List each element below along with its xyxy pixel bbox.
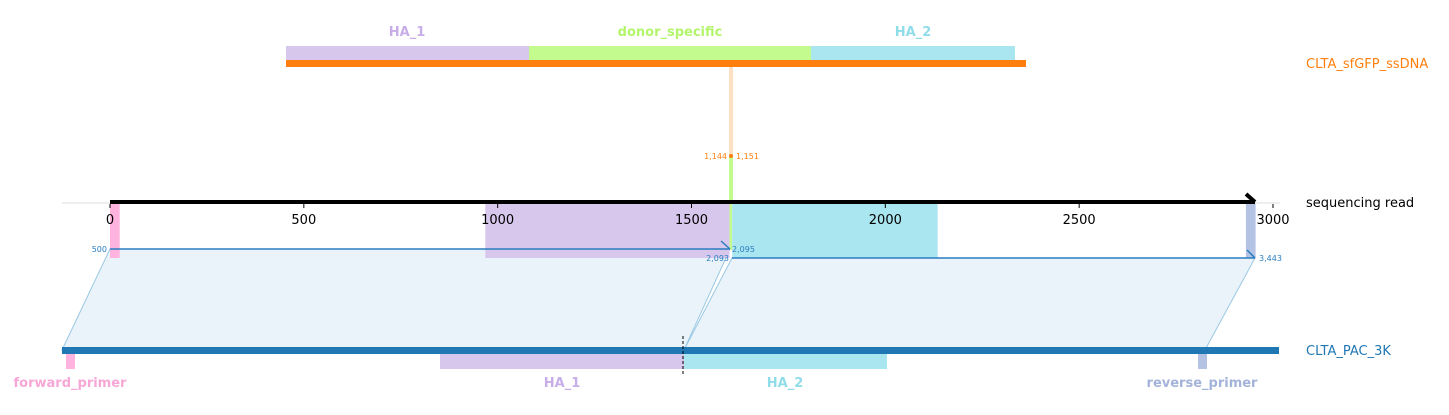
axis-tick-label: 3000 <box>1256 213 1289 228</box>
ssdna-track-label: CLTA_sfGFP_ssDNA <box>1306 57 1428 72</box>
read-arrowhead <box>1244 192 1257 204</box>
alignment-region-2 <box>683 257 1256 351</box>
axis-tick-label: 2000 <box>869 213 902 228</box>
pac-feature-label-ha2: HA_2 <box>767 376 804 391</box>
read-feature-donor-specific <box>729 204 733 250</box>
axis-tick-label: 0 <box>106 213 114 228</box>
insertion-connector <box>729 67 733 156</box>
alignment-1-right-label: 2,095 <box>732 245 755 254</box>
insertion-dot <box>729 154 733 158</box>
pac-track-label: CLTA_PAC_3K <box>1306 344 1391 359</box>
pac-feature-label-forward-primer: forward_primer <box>14 376 128 391</box>
alignment-1-left-label: 500 <box>92 245 107 254</box>
pac-feature-ha1 <box>440 352 684 369</box>
ssdna-backbone <box>286 60 1026 67</box>
read-feature-reverse-primer <box>1245 204 1256 258</box>
ssdna-feature-label-donor-specific: donor_specific <box>618 25 723 40</box>
axis-tick-label: 1000 <box>481 213 514 228</box>
read-track-label: sequencing read <box>1306 196 1414 211</box>
alignment-arrowhead-2 <box>1246 249 1256 259</box>
axis-tick-label: 2500 <box>1063 213 1096 228</box>
alignment-region-1 <box>61 248 731 351</box>
ssdna-track: HA_1 donor_specific HA_2 CLTA_sfGFP_ssDN… <box>286 25 1428 72</box>
alignment-2-right-label: 3,443 <box>1259 254 1282 263</box>
axis-tick-label: 1500 <box>675 213 708 228</box>
pac-backbone <box>62 347 1279 354</box>
ssdna-feature-ha2 <box>811 46 1015 61</box>
insertion-right-label: 1,151 <box>736 152 759 161</box>
pac-feature-ha2 <box>684 352 887 369</box>
read-feature-HA-2 <box>732 204 938 258</box>
read-feature-forward-primer <box>110 204 120 258</box>
pac-feature-reverse-primer <box>1198 352 1207 369</box>
alignment-arrowhead-1 <box>720 240 731 250</box>
ssdna-feature-label-ha1: HA_1 <box>389 25 426 40</box>
ssdna-feature-label-ha2: HA_2 <box>895 25 932 40</box>
alignment-arrows: 500 2,095 2,093 3,443 <box>92 240 1282 263</box>
pac-feature-forward-primer <box>66 352 75 369</box>
pac-track: forward_primer HA_1 HA_2 reverse_primer … <box>14 336 1391 391</box>
read-axis-ticks: 0 500 1000 1500 2000 2500 3000 <box>106 204 1290 228</box>
pac-feature-label-reverse-primer: reverse_primer <box>1147 376 1259 391</box>
ssdna-feature-ha1 <box>286 46 529 61</box>
insertion-connector-lower <box>729 157 733 203</box>
ssdna-feature-donor-specific <box>529 46 811 61</box>
pac-feature-label-ha1: HA_1 <box>544 376 581 391</box>
insertion-left-label: 1,144 <box>704 152 727 161</box>
alignment-2-left-label: 2,093 <box>706 254 729 263</box>
axis-tick-label: 500 <box>291 213 316 228</box>
insertion-marker: 1,144 1,151 <box>704 67 759 203</box>
